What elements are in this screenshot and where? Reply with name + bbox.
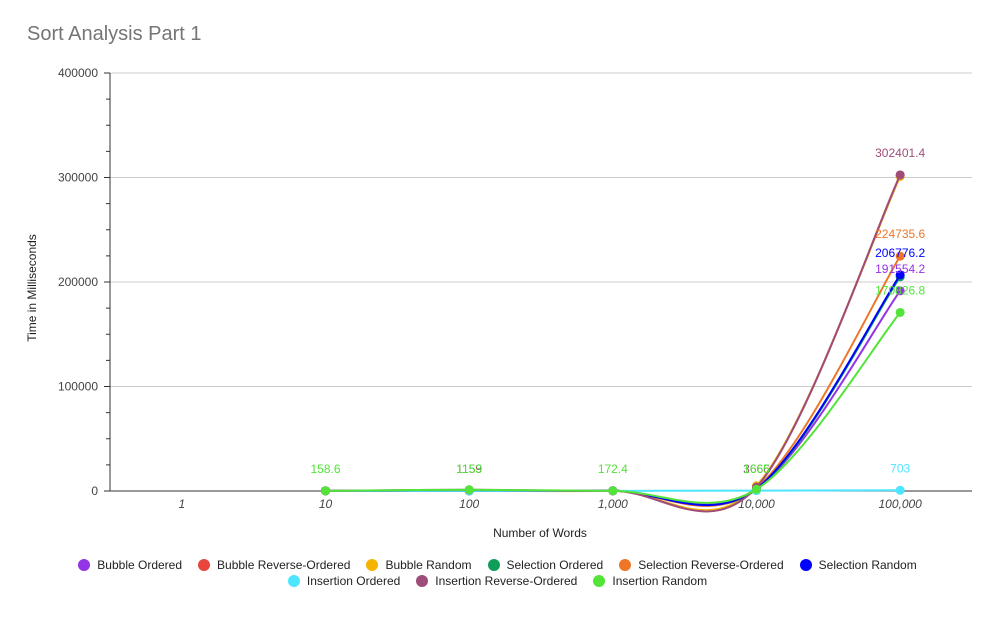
data-point [895, 170, 905, 180]
series-line [325, 174, 902, 513]
x-tick-label: 100 [459, 497, 479, 511]
legend-row: Insertion Ordered Insertion Reverse-Order… [0, 574, 995, 588]
data-label: 1159 [456, 462, 482, 476]
data-point [752, 484, 761, 494]
data-point [321, 486, 330, 496]
data-label: 224735.6 [875, 227, 925, 241]
x-tick-label: 100,000 [878, 497, 922, 511]
data-labels: 191554.2 224735.6 206776.2 703 1159 3666 30240… [310, 146, 925, 476]
legend-item[interactable]: Selection Reverse-Ordered [619, 558, 784, 572]
legend-item[interactable]: Insertion Ordered [287, 574, 401, 588]
data-label: 206776.2 [875, 246, 925, 260]
data-label: 3666 [743, 462, 770, 476]
series-line [325, 176, 902, 512]
x-tick-label: 1,000 [598, 497, 628, 511]
legend-marker-icon [416, 575, 429, 587]
data-point [895, 307, 905, 317]
chart-title: Sort Analysis Part 1 [27, 23, 202, 45]
legend-label: Selection Random [818, 558, 917, 572]
legend-label: Bubble Random [385, 558, 472, 572]
axes: 0 100000 200000 300000 400000 1 10 100 1,000 10,0… [58, 66, 922, 511]
series-lines [321, 170, 905, 513]
data-point [464, 485, 474, 495]
legend-label: Selection Ordered [506, 558, 604, 572]
legend-marker-icon [619, 559, 632, 571]
data-label: 302401.4 [875, 146, 925, 160]
y-tick-label: 100000 [58, 380, 98, 394]
legend-label: Insertion Reverse-Ordered [435, 574, 578, 588]
data-label: 1153 [456, 462, 482, 476]
legend-item[interactable]: Bubble Random [366, 558, 472, 572]
data-label: 158.6 [310, 462, 340, 476]
x-axis-title: Number of Words [493, 526, 587, 540]
legend-item[interactable]: Selection Random [799, 558, 917, 572]
x-tick-label: 10,000 [738, 497, 775, 511]
data-label: 191554.2 [875, 262, 925, 276]
series-line [325, 311, 901, 504]
data-label: 1665 [743, 462, 770, 476]
x-tick-label: 10 [319, 497, 333, 511]
data-point [895, 270, 905, 280]
series-line [325, 174, 902, 513]
legend-item[interactable]: Bubble Reverse-Ordered [198, 558, 350, 572]
x-tick-label: 1 [178, 497, 185, 511]
legend-label: Bubble Ordered [97, 558, 183, 572]
data-label: 172.4 [598, 462, 628, 476]
legend-marker-icon [593, 575, 606, 587]
data-point [895, 286, 905, 296]
y-tick-label: 400000 [58, 66, 98, 80]
legend-marker-icon [198, 559, 211, 571]
y-tick-label: 0 [91, 484, 98, 498]
legend-label: Insertion Random [612, 574, 708, 588]
legend-row: Bubble Ordered Bubble Reverse-Ordered Bubb… [0, 558, 995, 572]
legend-label: Insertion Ordered [306, 574, 401, 588]
legend-item[interactable]: Bubble Ordered [78, 558, 182, 572]
legend-marker-icon [366, 559, 379, 571]
legend-marker-icon [78, 559, 91, 571]
legend-label: Selection Reverse-Ordered [638, 558, 784, 572]
data-point [608, 486, 618, 496]
legend-marker-icon [799, 559, 812, 571]
data-label: 703 [890, 461, 910, 475]
grid-lines [110, 72, 972, 492]
y-tick-label: 200000 [58, 275, 98, 289]
legend-marker-icon [287, 575, 300, 587]
legend-marker-icon [487, 559, 500, 571]
data-point [895, 485, 905, 495]
data-label: 170826.8 [875, 283, 925, 297]
data-point [895, 251, 905, 261]
legend-item[interactable]: Selection Ordered [487, 558, 604, 572]
y-axis-title: Time in Milliseconds [25, 234, 39, 342]
y-tick-label: 300000 [58, 171, 98, 185]
legend-item[interactable]: Insertion Random [593, 574, 707, 588]
legend-item[interactable]: Insertion Reverse-Ordered [416, 574, 577, 588]
legend-label: Bubble Reverse-Ordered [217, 558, 351, 572]
